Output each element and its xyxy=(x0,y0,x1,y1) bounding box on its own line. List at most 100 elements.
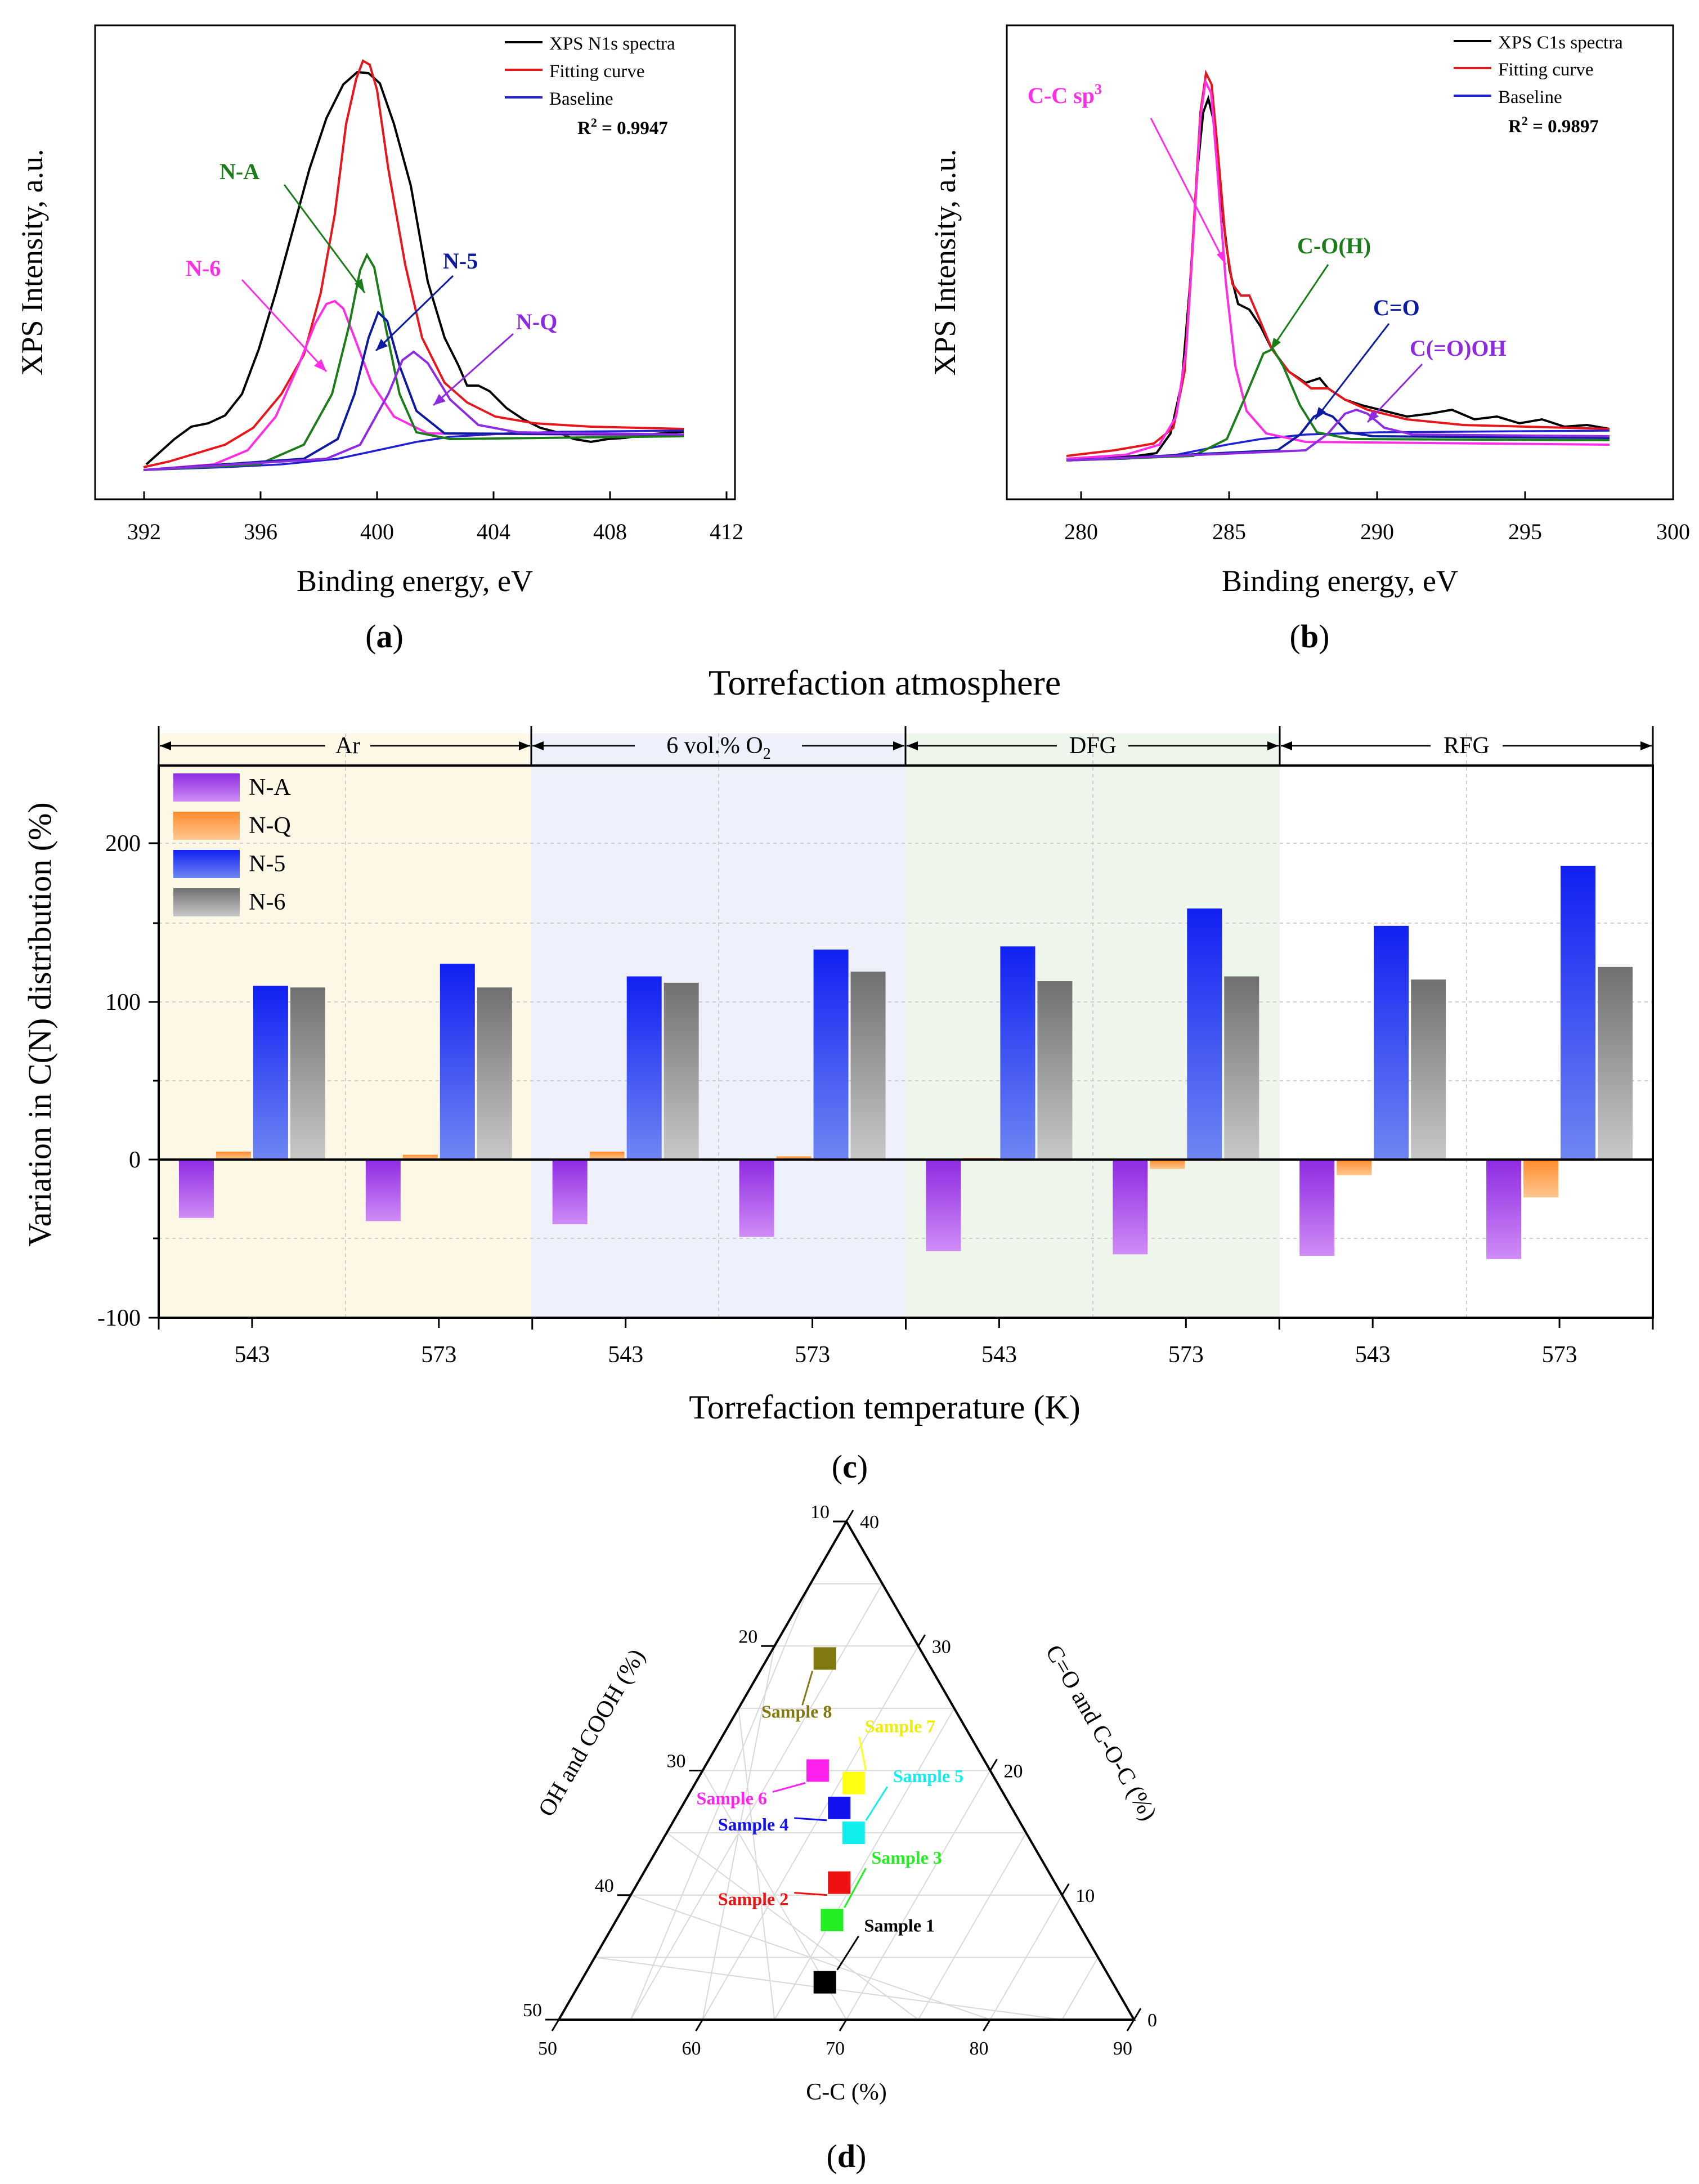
a-xtick-label: 396 xyxy=(244,519,277,544)
a-y-axis-title: XPS Intensity, a.u. xyxy=(15,149,49,376)
c-xtick-label: 543 xyxy=(981,1342,1017,1368)
d-tick-label: 70 xyxy=(826,2038,845,2059)
legend-swatch-n5 xyxy=(173,850,240,878)
panel-a-legend: XPS N1s spectra Fitting curve Baseline R… xyxy=(505,34,675,138)
sample-marker xyxy=(806,1759,829,1782)
group-label-o2: 6 vol.% O2 xyxy=(666,733,771,763)
grid-line xyxy=(774,1708,955,2020)
bar-na xyxy=(926,1160,961,1251)
c-eq-o-peak-label: C=O xyxy=(1373,295,1420,320)
c-legend-label: N-6 xyxy=(249,889,285,915)
panel-c-group-header: Ar 6 vol.% O2 DFG RFG xyxy=(158,726,1654,766)
panel-c-y-axis: -100 0 100 200 Variation in C(N) distrib… xyxy=(21,802,159,1331)
sample-pointer xyxy=(801,1670,814,1706)
a-xtick-label: 412 xyxy=(710,519,743,544)
bar-na xyxy=(178,1160,214,1218)
c-legend-label: N-5 xyxy=(249,851,285,877)
d-tick xyxy=(1061,1883,1070,1896)
panel-c-bars xyxy=(178,866,1633,1259)
grid-line xyxy=(738,1708,775,2020)
bar-na xyxy=(365,1160,401,1221)
group-label-ar: Ar xyxy=(335,733,360,759)
sample-marker xyxy=(813,1971,836,1994)
d-right-axis-title: C=O and C-O-C (%) xyxy=(1040,1641,1162,1825)
d-tick xyxy=(695,2019,703,2031)
grid-line xyxy=(630,1583,883,2020)
sample-marker xyxy=(828,1871,851,1894)
panel-c-legend: N-A N-Q N-5 N-6 xyxy=(173,773,291,916)
b-x-axis-title: Binding energy, eV xyxy=(1222,564,1458,598)
bar-n5 xyxy=(1000,946,1035,1160)
b-xtick-label: 295 xyxy=(1508,519,1542,544)
d-tick-label: 30 xyxy=(667,1751,686,1772)
n1s-spectrum-curve xyxy=(145,70,684,466)
c-ytick-label: -100 xyxy=(97,1305,141,1331)
c-top-title: Torrefaction atmosphere xyxy=(709,663,1061,702)
na-peak-label: N-A xyxy=(219,159,259,184)
c-y-axis-title: Variation in C(N) distribution (%) xyxy=(21,802,58,1246)
bar-n5 xyxy=(1374,925,1409,1160)
b-xtick-label: 290 xyxy=(1360,519,1394,544)
d-tick-label: 60 xyxy=(682,2038,701,2059)
a-xtick-label: 400 xyxy=(360,519,394,544)
c-ytick-label: 200 xyxy=(105,831,141,857)
panel-a-x-axis: 392 396 400 404 408 412 Binding energy, … xyxy=(127,491,743,598)
b-legend-label: Baseline xyxy=(1498,87,1562,108)
nq-peak-curve xyxy=(143,350,684,471)
b-legend-label: XPS C1s spectra xyxy=(1498,33,1623,53)
grid-line xyxy=(630,1583,812,2020)
sample-label: Sample 2 xyxy=(718,1889,788,1909)
d-left-axis-title: OH and COOH (%) xyxy=(534,1645,650,1821)
b-legend-label: Fitting curve xyxy=(1498,60,1594,80)
c-o-h-peak-label: C-O(H) xyxy=(1297,233,1371,258)
ternary-points: Sample 1 Sample 2 Sample 3 Sample 4 Sample 5… xyxy=(697,1647,963,1994)
d-tick-label: 50 xyxy=(523,2000,542,2021)
d-tick xyxy=(983,2019,991,2031)
bar-n5 xyxy=(1561,866,1596,1160)
d-tick-label: 20 xyxy=(1004,1761,1023,1782)
bar-n6 xyxy=(477,987,512,1160)
d-tick-label: 10 xyxy=(1075,1886,1095,1906)
panel-b-legend: XPS C1s spectra Fitting curve Baseline R… xyxy=(1454,33,1623,137)
d-tick xyxy=(917,1634,926,1647)
caption-a: (a) xyxy=(365,618,404,655)
cooh-peak-curve xyxy=(1066,408,1610,462)
a-xtick-label: 404 xyxy=(477,519,510,544)
bar-n6 xyxy=(1224,976,1259,1160)
sample-label: Sample 8 xyxy=(761,1701,832,1721)
caption-b: (b) xyxy=(1290,618,1330,655)
a-legend-label: XPS N1s spectra xyxy=(549,34,675,54)
d-tick-label: 20 xyxy=(738,1626,757,1647)
cooh-peak-label: C(=O)OH xyxy=(1410,335,1507,361)
c1s-spectrum-curve xyxy=(1068,95,1610,462)
d-tick-label: 10 xyxy=(810,1502,830,1523)
d-bottom-axis-title: C-C (%) xyxy=(806,2079,886,2105)
panel-a-annotations: N-6 N-A N-5 N-Q xyxy=(186,159,557,406)
sample-marker xyxy=(842,1822,865,1845)
n6-peak-curve xyxy=(143,299,684,471)
d-tick xyxy=(839,2019,848,2031)
c-xtick-label: 573 xyxy=(795,1342,830,1368)
grid-line xyxy=(989,1895,1063,2020)
sample-pointer xyxy=(844,1868,867,1908)
bar-nq xyxy=(216,1151,251,1160)
panel-c: Torrefaction atmosphere xyxy=(21,663,1654,1485)
c-ytick-label: 0 xyxy=(129,1147,141,1173)
sample-label: Sample 6 xyxy=(697,1788,767,1809)
b-xtick-label: 285 xyxy=(1212,519,1246,544)
panel-b-frame xyxy=(1006,24,1674,500)
bar-n6 xyxy=(1037,981,1073,1160)
sample-label: Sample 1 xyxy=(864,1916,935,1936)
sample-marker xyxy=(821,1909,844,1931)
bar-nq xyxy=(1523,1160,1559,1198)
sample-marker xyxy=(813,1647,836,1670)
d-tick-label: 40 xyxy=(595,1876,614,1896)
legend-swatch-n6 xyxy=(173,888,240,916)
sample-pointer xyxy=(794,1817,827,1822)
bar-na xyxy=(739,1160,774,1237)
a-legend-label: Baseline xyxy=(549,89,613,109)
d-tick-label: 30 xyxy=(932,1636,951,1657)
d-tick-label: 40 xyxy=(860,1512,879,1533)
